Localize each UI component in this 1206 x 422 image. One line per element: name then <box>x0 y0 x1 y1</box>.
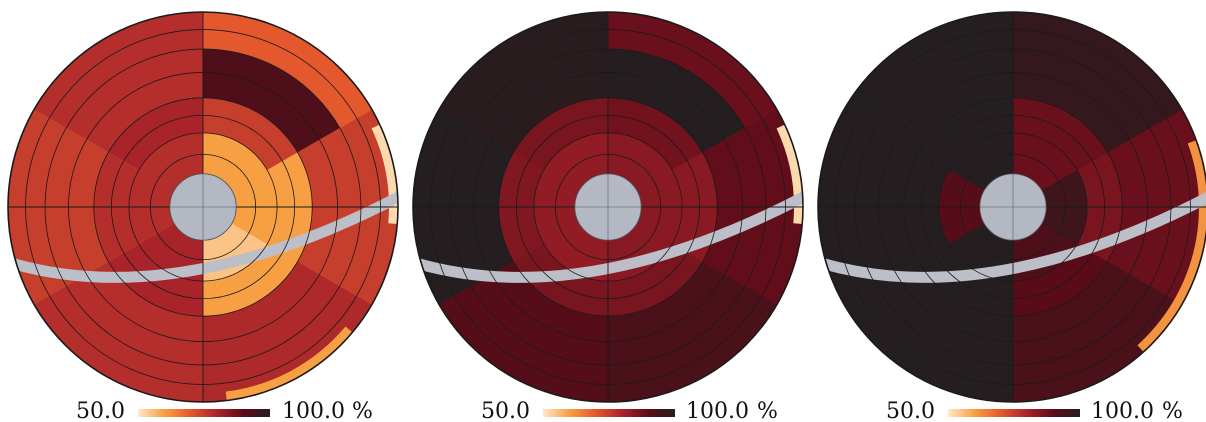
panel-1-grid <box>7 11 399 403</box>
sector-cell-13 <box>1013 12 1182 153</box>
edge-band-1 <box>225 326 353 401</box>
polar-panel-1: 50.0 100.0 % <box>7 11 399 422</box>
sector-cell-8 <box>108 97 203 170</box>
edge-band-1 <box>1137 140 1206 352</box>
sector-cell-6 <box>513 97 608 170</box>
colorbar-1-max-label: 100.0 <box>282 399 345 422</box>
sector-cell-10 <box>903 97 1013 317</box>
sector-cell-15 <box>439 261 608 402</box>
sector-cell-1 <box>203 132 278 245</box>
sector-cell-2 <box>1013 132 1078 191</box>
polar-panel-3: 50.0 100.0 % <box>817 11 1206 422</box>
sector-cell-7 <box>203 97 298 170</box>
colorbar-3: 50.0 100.0 % <box>886 399 1183 422</box>
sector-cell-5 <box>203 244 298 317</box>
blind-band-arc <box>413 187 803 283</box>
panel-2-grid <box>412 11 804 403</box>
colorbar-1: 50.0 100.0 % <box>76 399 373 422</box>
sector-cell-5 <box>608 97 703 170</box>
sector-cell-11 <box>203 261 372 402</box>
sector-cell-13 <box>439 12 608 153</box>
sector-cell-14 <box>203 12 372 129</box>
sector-cell-11 <box>1013 261 1182 402</box>
colorbar-1-gradient <box>138 409 270 417</box>
sector-cell-3 <box>128 132 203 245</box>
sector-cell-12 <box>608 12 777 129</box>
panel-3-edge-bands <box>1137 140 1206 352</box>
sector-cell-3 <box>948 132 1013 191</box>
colorbar-3-unit: % <box>1162 399 1183 422</box>
colorbar-2: 50.0 100.0 % <box>481 399 778 422</box>
colorbar-3-gradient <box>948 409 1080 417</box>
colorbar-1-min-label: 50.0 <box>76 399 125 422</box>
panel-2-blind-band <box>413 187 803 283</box>
panel-1-blind-band <box>8 187 398 283</box>
sector-cell-7 <box>1013 244 1108 317</box>
sector-cell-11 <box>608 49 745 153</box>
colorbar-3-min-label: 50.0 <box>886 399 935 422</box>
panel-3-blind-band <box>818 187 1206 283</box>
sector-cell-9 <box>608 261 777 402</box>
sector-cell-15 <box>34 12 203 153</box>
colorbar-2-max-label: 100.0 <box>686 399 749 422</box>
colorbar-2-unit: % <box>757 399 778 422</box>
sector-cell-17 <box>34 261 203 402</box>
sector-cell-14 <box>818 12 1013 402</box>
sector-cell-3 <box>608 244 703 317</box>
polar-panel-2: 50.0 100.0 % <box>412 11 804 422</box>
colorbar-3-max-label: 100.0 <box>1091 399 1154 422</box>
sector-cell-9 <box>1013 97 1108 170</box>
colorbar-2-gradient <box>543 409 675 417</box>
blind-band-arc <box>818 187 1206 283</box>
colorbar-2-min-label: 50.0 <box>481 399 530 422</box>
sector-cell-13 <box>203 49 340 153</box>
colorbar-1-unit: % <box>352 399 373 422</box>
panel-3-grid <box>817 11 1206 403</box>
blind-band-arc <box>8 187 398 283</box>
